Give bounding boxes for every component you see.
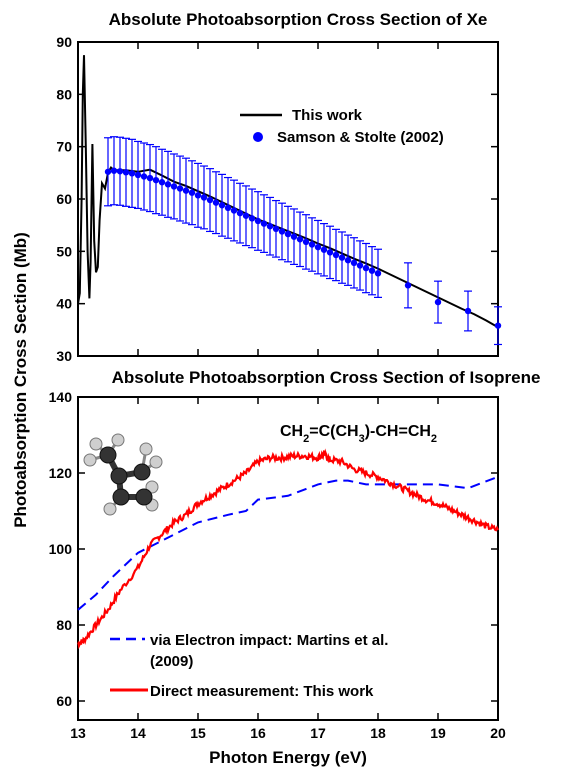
xe-samson-point	[338, 254, 346, 261]
isoprene-xtick-label: 14	[130, 725, 146, 741]
y-axis-title: Photoabsorption Cross Section (Mb)	[11, 232, 30, 528]
xe-ytick-label: 90	[56, 34, 72, 50]
isoprene-ytick-label: 100	[49, 541, 73, 557]
isoprene-ytick-label: 60	[56, 693, 72, 709]
isoprene-ytick-label: 120	[49, 465, 73, 481]
isoprene-xtick-label: 13	[70, 725, 86, 741]
x-axis-title: Photon Energy (eV)	[209, 748, 367, 767]
xe-ytick-label: 50	[56, 243, 72, 259]
xe-samson-point	[464, 307, 472, 315]
legend-label-martins-line2: (2009)	[150, 653, 193, 670]
xe-samson-point	[200, 194, 208, 201]
xe-samson-point	[212, 199, 220, 206]
isoprene-xtick-label: 20	[490, 725, 506, 741]
legend-label-this-work: This work	[292, 107, 363, 124]
isoprene-direct-line	[77, 448, 499, 650]
xe-samson-point	[284, 230, 292, 238]
xe-samson-point	[158, 179, 166, 186]
xe-samson-point	[224, 204, 232, 212]
xe-samson-point	[194, 192, 202, 199]
isoprene-ytick-label: 80	[56, 617, 72, 633]
xe-samson-point	[116, 168, 124, 175]
isoprene-martins-line	[77, 475, 499, 611]
xe-samson-point	[152, 176, 160, 184]
xe-samson-point	[296, 236, 304, 243]
isoprene-molecule-icon	[83, 433, 163, 516]
legend-label-martins: via Electron impact: Martins et al.	[150, 632, 388, 649]
xe-samson-point	[176, 185, 184, 192]
xe-samson-point	[134, 171, 142, 179]
xe-this-work-line	[77, 55, 499, 329]
xe-samson-point	[356, 262, 364, 269]
xe-samson-point	[110, 167, 118, 174]
xe-samson-point	[272, 225, 280, 233]
legend-label-direct: Direct measurement: This work	[150, 683, 374, 700]
xe-samson-point	[206, 196, 214, 204]
isoprene-xtick-label: 16	[250, 725, 266, 741]
xe-ytick-label: 70	[56, 139, 72, 155]
xe-samson-point	[140, 173, 148, 180]
xe-samson-point	[230, 207, 238, 214]
xe-samson-point	[374, 270, 382, 277]
legend-label-samson: Samson & Stolte (2002)	[277, 129, 444, 146]
xe-samson-point	[404, 282, 412, 289]
xe-samson-point	[290, 233, 298, 240]
xe-samson-point	[368, 267, 376, 274]
xe-samson-point	[254, 217, 262, 225]
isoprene-chart-title: Absolute Photoabsorption Cross Section o…	[112, 368, 541, 387]
xe-ytick-label: 80	[56, 86, 72, 102]
xe-samson-point	[278, 228, 286, 235]
isoprene-plot-frame	[77, 396, 499, 721]
isoprene-xtick-label: 15	[190, 725, 206, 741]
xe-samson-point	[344, 257, 352, 264]
xe-samson-point	[362, 264, 370, 272]
xe-chart-title: Absolute Photoabsorption Cross Section o…	[109, 10, 488, 29]
xe-samson-point	[326, 249, 334, 256]
xe-samson-point	[236, 209, 244, 217]
xe-samson-point	[128, 170, 136, 177]
xe-ytick-label: 60	[56, 191, 72, 207]
xe-samson-point	[122, 169, 130, 176]
xe-samson-point	[248, 215, 256, 222]
xe-samson-point	[308, 241, 316, 248]
xe-samson-point	[332, 251, 340, 259]
xe-ytick-label: 40	[56, 296, 72, 312]
xe-cross-section-chart: Absolute Photoabsorption Cross Section o…	[56, 10, 502, 364]
xe-samson-point	[164, 181, 172, 188]
isoprene-legend: via Electron impact: Martins et al. (200…	[110, 632, 388, 700]
xe-samson-point	[188, 189, 196, 196]
isoprene-xtick-label: 19	[430, 725, 446, 741]
xe-samson-point	[434, 298, 442, 306]
isoprene-cross-section-chart: Absolute Photoabsorption Cross Section o…	[49, 368, 541, 767]
isoprene-formula: CH2=C(CH3)-CH=CH2	[280, 423, 437, 445]
xe-samson-point	[170, 183, 178, 190]
xe-ytick-label: 30	[56, 348, 72, 364]
xe-samson-point	[314, 243, 322, 251]
xe-plot-frame	[77, 41, 499, 357]
xe-samson-point	[260, 220, 268, 227]
isoprene-ytick-label: 140	[49, 389, 73, 405]
xe-samson-point	[146, 174, 154, 182]
xe-samson-point	[242, 212, 250, 219]
xe-legend: This work Samson & Stolte (2002)	[240, 107, 444, 146]
xe-samson-point	[302, 238, 310, 246]
xe-samson-point	[266, 223, 274, 230]
isoprene-xtick-label: 18	[370, 725, 386, 741]
xe-samson-point	[218, 202, 226, 209]
xe-samson-point	[182, 187, 190, 194]
xe-samson-point	[320, 246, 328, 253]
xe-samson-point	[104, 168, 112, 175]
xe-samson-point	[494, 322, 502, 329]
isoprene-xtick-label: 17	[310, 725, 326, 741]
legend-marker-samson	[253, 132, 263, 142]
xe-samson-point	[350, 259, 358, 267]
